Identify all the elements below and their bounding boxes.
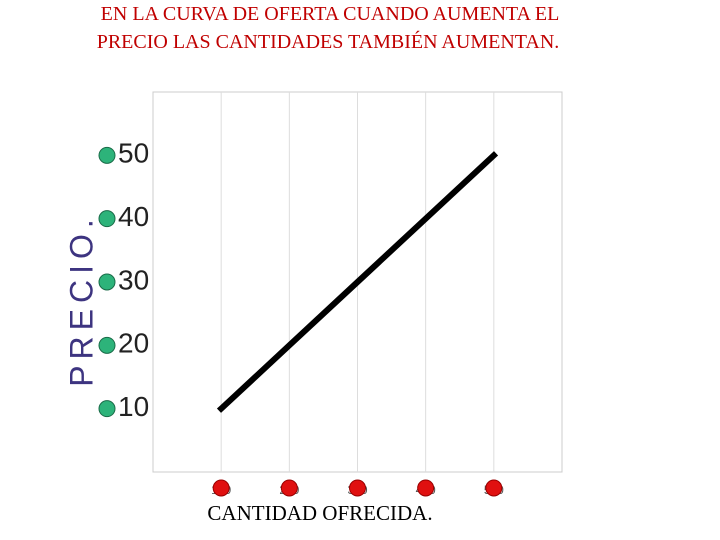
x-axis-label: CANTIDAD OFRECIDA. <box>207 501 432 525</box>
bullet <box>280 479 298 497</box>
bullet <box>212 479 230 497</box>
y-tick-label: 20 <box>118 328 149 359</box>
bullet <box>98 146 116 164</box>
title-line: EN LA CURVA DE OFERTA CUANDO AUMENTA EL <box>101 3 560 25</box>
y-tick-label: 40 <box>118 201 149 232</box>
bullet <box>98 400 116 418</box>
bullet <box>98 336 116 354</box>
bullet <box>349 479 366 497</box>
y-tick-label: 30 <box>118 264 149 295</box>
data-line <box>216 151 499 413</box>
y-tick-label: 50 <box>118 138 149 169</box>
y-axis-label: PRECIO. <box>63 213 99 387</box>
bullet <box>98 273 116 291</box>
bullet <box>417 479 435 497</box>
y-tick-label: 10 <box>118 391 149 422</box>
bullet <box>485 479 503 497</box>
title-line: PRECIO LAS CANTIDADES TAMBIÉN AUMENTAN. <box>97 30 560 53</box>
bullet <box>98 210 116 228</box>
